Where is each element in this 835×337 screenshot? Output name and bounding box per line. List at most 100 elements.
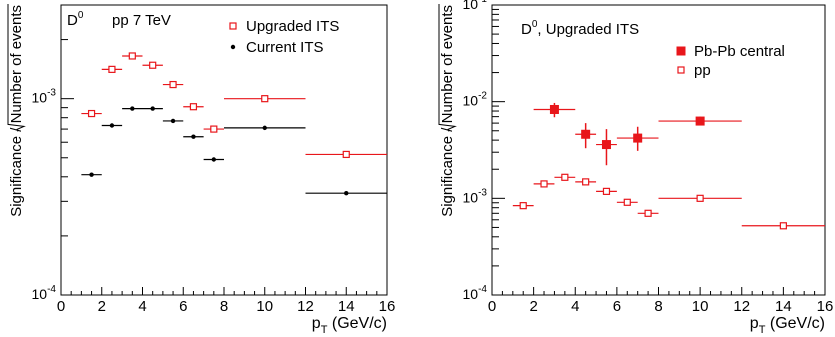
marker-open-square: [519, 202, 527, 210]
y-tick-label: 10-2: [463, 91, 488, 109]
marker-open-square: [677, 66, 685, 74]
marker-open-square: [623, 198, 631, 206]
x-tick-label: 2: [529, 298, 537, 315]
marker-filled-circle: [130, 106, 135, 111]
marker-open-square: [540, 180, 548, 188]
y-tick-label: 10-3: [32, 88, 57, 106]
data-point: [575, 123, 597, 149]
x-tick-label: 12: [733, 298, 750, 315]
y-tick-label-base: 10: [32, 286, 48, 302]
legend-label: Upgraded ITS: [246, 18, 339, 35]
x-tick-label: 6: [179, 298, 187, 315]
x-axis-title-sub: T: [759, 324, 766, 336]
y-tick-label: 10-1: [463, 0, 488, 12]
data-point: [741, 222, 825, 230]
y-tick-label-exp: -2: [478, 91, 487, 102]
data-point: [203, 157, 224, 162]
marker-open-square: [602, 187, 611, 195]
marker-filled-circle: [170, 118, 176, 124]
marker-open-square: [779, 222, 787, 230]
data-point: [554, 173, 576, 181]
marker-filled-square: [695, 116, 705, 126]
x-tick-label: 14: [775, 298, 792, 315]
marker-filled-circle: [344, 191, 349, 196]
x-tick-label: 12: [297, 298, 314, 315]
data-point: [101, 123, 123, 128]
legend-entry: Upgraded ITS: [229, 18, 339, 35]
series-upgraded-its: [81, 52, 387, 159]
chart-title-rest: , Upgraded ITS: [537, 21, 639, 38]
y-tick-label-base: 10: [463, 93, 479, 109]
data-point: [203, 125, 224, 133]
marker-filled-circle: [262, 125, 267, 131]
y-axis: 10-410-3: [32, 4, 74, 302]
plot-frame: [60, 4, 388, 296]
x-axis-title: pT (GeV/c): [312, 315, 387, 336]
x-tick-label: 8: [220, 298, 228, 315]
data-point: [81, 109, 102, 118]
y-tick-label-base: 10: [463, 0, 479, 12]
data-point: [596, 129, 617, 166]
data-point: [122, 52, 143, 60]
y-axis-title-text: Significance / Number of events: [8, 5, 25, 217]
marker-filled-square: [581, 129, 591, 139]
y-tick-label-exp: -4: [47, 284, 56, 295]
data-point: [224, 95, 306, 103]
data-point: [616, 126, 659, 151]
marker-open-square: [644, 209, 652, 217]
y-tick-label: 10-4: [463, 284, 488, 302]
y-axis-title-left: Significance /: [8, 123, 25, 216]
series-current-its: [81, 106, 387, 196]
y-axis-title: Significance / Number of events: [7, 4, 26, 217]
x-tick-label: 4: [138, 298, 146, 315]
marker-open-square: [582, 178, 590, 186]
chart-title: D0: [67, 10, 84, 29]
y-tick-label-base: 10: [32, 90, 48, 106]
marker-open-square: [87, 109, 96, 118]
marker-open-square: [169, 80, 177, 89]
data-point: [637, 209, 659, 217]
marker-open-square: [149, 61, 157, 69]
x-tick-label: 2: [98, 298, 106, 315]
series-pb-pb-central: [533, 102, 742, 166]
x-tick-label: 8: [654, 298, 662, 315]
series-pp: [512, 173, 825, 230]
data-point: [575, 178, 597, 186]
x-tick-label: 16: [379, 298, 396, 315]
y-axis-title-sqrt: Number of events: [439, 5, 456, 123]
legend-entry: Current ITS: [230, 39, 324, 56]
marker-open-square: [108, 65, 116, 73]
marker-filled-circle: [89, 172, 94, 177]
y-axis: 10-410-310-210-1: [463, 0, 505, 302]
y-tick-label-exp: -4: [478, 284, 487, 295]
marker-filled-circle: [109, 123, 115, 128]
data-point: [305, 191, 387, 196]
chart-title-sup: 0: [78, 10, 84, 21]
chart-title-base: D: [67, 12, 78, 29]
marker-filled-circle: [150, 106, 155, 111]
data-point: [142, 106, 163, 111]
marker-open-square: [261, 95, 269, 103]
y-axis-title-text: Significance / Number of events: [439, 5, 456, 217]
data-point: [616, 198, 638, 206]
x-axis-title-unit: (GeV/c): [765, 315, 825, 332]
data-point: [305, 150, 387, 159]
marker-filled-square: [549, 104, 559, 114]
data-point: [81, 172, 102, 177]
x-tick-label: 4: [571, 298, 579, 315]
chart-title-sup: 0: [532, 19, 538, 30]
sqrt-symbol: [438, 4, 457, 132]
data-point: [512, 202, 534, 210]
data-point: [533, 180, 555, 188]
y-axis-title: Significance / Number of events: [438, 4, 457, 217]
marker-open-square: [189, 103, 198, 111]
data-point: [658, 116, 742, 126]
data-point: [162, 80, 184, 89]
y-tick-label-exp: -3: [47, 88, 56, 99]
x-axis-title-main: p: [750, 315, 759, 332]
marker-filled-circle: [191, 134, 196, 139]
marker-filled-square: [601, 140, 611, 150]
